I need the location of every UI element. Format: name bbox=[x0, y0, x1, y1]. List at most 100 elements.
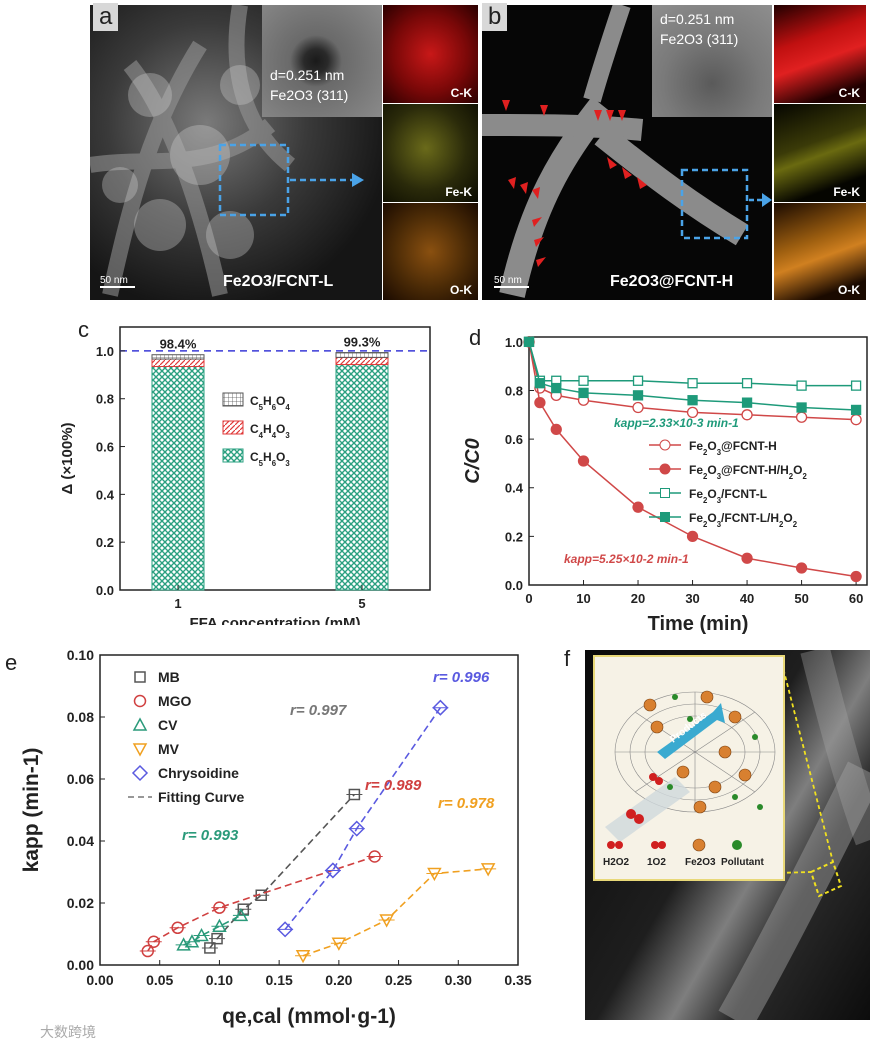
correlation-label-Chrysoidine: r= 0.996 bbox=[433, 669, 490, 686]
legend-label: Fitting Curve bbox=[158, 789, 245, 805]
legend-marker bbox=[659, 439, 671, 451]
bar-C5H6O4 bbox=[335, 352, 389, 358]
data-point bbox=[578, 375, 589, 386]
data-point bbox=[741, 397, 753, 408]
legend-marker bbox=[132, 743, 148, 757]
panel-b-eds-maps: C-K Fe-K O-K bbox=[774, 5, 866, 300]
panel-c-chart: c 0.0 0.2 0.4 0.6 0.8 1.0 98.4% 1 99.3% 5 FFA conce… bbox=[59, 317, 431, 625]
data-point bbox=[795, 411, 808, 423]
data-point bbox=[796, 380, 807, 391]
plot-frame bbox=[528, 336, 868, 586]
x-tick-label: 0.10 bbox=[206, 972, 233, 988]
legend-marker bbox=[133, 694, 147, 708]
data-point bbox=[632, 401, 644, 414]
y-tick-label: 0.2 bbox=[96, 535, 114, 550]
map-c-k: C-K bbox=[774, 5, 866, 103]
y-tick-label: 0.4 bbox=[96, 487, 115, 502]
data-point bbox=[850, 404, 862, 416]
y-tick-label: 0.2 bbox=[505, 529, 523, 544]
data-point bbox=[480, 863, 496, 877]
data-point bbox=[741, 378, 753, 389]
data-point bbox=[171, 921, 184, 935]
data-point bbox=[551, 382, 562, 394]
legend-fe2o3: Fe2O3 bbox=[685, 857, 716, 868]
panel-e-chart: e 0.00 0.02 0.04 0.06 0.08 0.10 0.00 0.05 0.10 0.1… bbox=[5, 647, 532, 1028]
data-point bbox=[632, 390, 644, 401]
bar-C4H4O3 bbox=[151, 358, 205, 367]
y-tick-label: 0.6 bbox=[96, 440, 114, 455]
x-tick-label: 5 bbox=[358, 596, 365, 611]
y-axis-label: Δ (×100%) bbox=[59, 422, 76, 494]
legend-label: Chrysoidine bbox=[158, 765, 239, 781]
data-point bbox=[432, 699, 449, 716]
data-point bbox=[147, 935, 160, 948]
x-tick-label: 0.15 bbox=[266, 972, 293, 988]
panel-b-sample-name: Fe2O3@FCNT-H bbox=[610, 273, 734, 290]
legend-label: C4H4O3 bbox=[250, 422, 290, 440]
data-point bbox=[379, 914, 394, 928]
legend-swatch bbox=[222, 420, 244, 435]
correlation-label-MB: r= 0.997 bbox=[290, 702, 347, 719]
data-point bbox=[686, 406, 699, 419]
correlation-label-MV: r= 0.978 bbox=[438, 795, 495, 812]
data-point bbox=[427, 867, 442, 882]
data-point bbox=[850, 414, 862, 426]
legend-label: Fe2O3@FCNT-H/H2O2 bbox=[689, 463, 807, 481]
data-point bbox=[550, 423, 562, 436]
legend-label: MB bbox=[158, 669, 180, 685]
map-o-k: O-K bbox=[774, 203, 866, 300]
data-point bbox=[211, 932, 223, 945]
data-point bbox=[795, 562, 808, 574]
panel-d-chart: d 0.0 0.2 0.4 0.6 0.8 1.0 0 10 20 30 40 50 60 Time (mi… bbox=[462, 325, 868, 635]
data-point bbox=[141, 944, 155, 958]
x-tick-label: 0.35 bbox=[504, 972, 531, 988]
panel-f-letter: f bbox=[559, 646, 576, 672]
y-tick-label: 0.10 bbox=[67, 647, 94, 663]
panel-a-tem-image: a d=0.251 nm Fe2O3 (311) 50 nm Fe2O3/FCN… bbox=[90, 3, 382, 300]
y-tick-label: 0.02 bbox=[67, 895, 94, 911]
data-point bbox=[523, 336, 535, 348]
y-tick-label: 0.06 bbox=[67, 771, 94, 787]
y-axis-label: C/C0 bbox=[462, 438, 484, 484]
data-point bbox=[331, 937, 347, 951]
x-tick-label: 10 bbox=[576, 591, 590, 606]
legend-label: Fe2O3@FCNT-H bbox=[689, 439, 777, 457]
x-tick-label: 0.05 bbox=[146, 972, 173, 988]
panel-c-letter: c bbox=[78, 317, 89, 342]
x-axis-label: FFA concentration (mM) bbox=[189, 615, 360, 625]
x-tick-label: 40 bbox=[740, 591, 754, 606]
correlation-label-MGO: r= 0.989 bbox=[365, 777, 422, 794]
bar-C5H6O3 bbox=[335, 364, 389, 591]
data-point bbox=[686, 530, 699, 543]
panel-a-sample-name: Fe2O3/FCNT-L bbox=[223, 273, 334, 290]
x-axis-label: Time (min) bbox=[648, 613, 749, 635]
legend-label: MV bbox=[158, 741, 180, 757]
data-point bbox=[741, 409, 753, 421]
data-point bbox=[368, 850, 381, 863]
data-point bbox=[348, 788, 361, 801]
legend-swatch bbox=[222, 448, 244, 463]
scale-bar-label: 50 nm bbox=[100, 275, 128, 286]
map-c-k: C-K bbox=[383, 5, 478, 103]
legend-label: C5H6O3 bbox=[250, 450, 290, 468]
data-point bbox=[534, 396, 546, 409]
data-point bbox=[632, 501, 644, 513]
legend-label: Fe2O3/FCNT-L/H2O2 bbox=[689, 511, 798, 529]
hrtem-d-spacing: d=0.251 nm bbox=[660, 11, 735, 27]
panel-b-letter: b bbox=[482, 3, 508, 31]
data-point bbox=[277, 921, 294, 938]
x-axis-label: qe,cal (mmol·g-1) bbox=[222, 1005, 396, 1028]
hrtem-phase: Fe2O3 (311) bbox=[660, 31, 739, 47]
data-point bbox=[577, 455, 590, 467]
panel-f-tem-image: Products H2O2 1O2 Fe2O3 Pollutant f bbox=[559, 646, 870, 1020]
legend-label: Fe2O3/FCNT-L bbox=[689, 487, 767, 505]
x-tick-label: 30 bbox=[685, 591, 699, 606]
legend-marker bbox=[131, 764, 149, 782]
x-tick-label: 20 bbox=[631, 591, 645, 606]
bar-total-label: 98.4% bbox=[160, 337, 197, 352]
bar-C5H6O3 bbox=[151, 365, 205, 591]
x-tick-label: 0.00 bbox=[86, 972, 113, 988]
legend-pollutant: Pollutant bbox=[721, 857, 764, 868]
data-point bbox=[212, 918, 227, 932]
y-tick-label: 1.0 bbox=[96, 344, 114, 359]
